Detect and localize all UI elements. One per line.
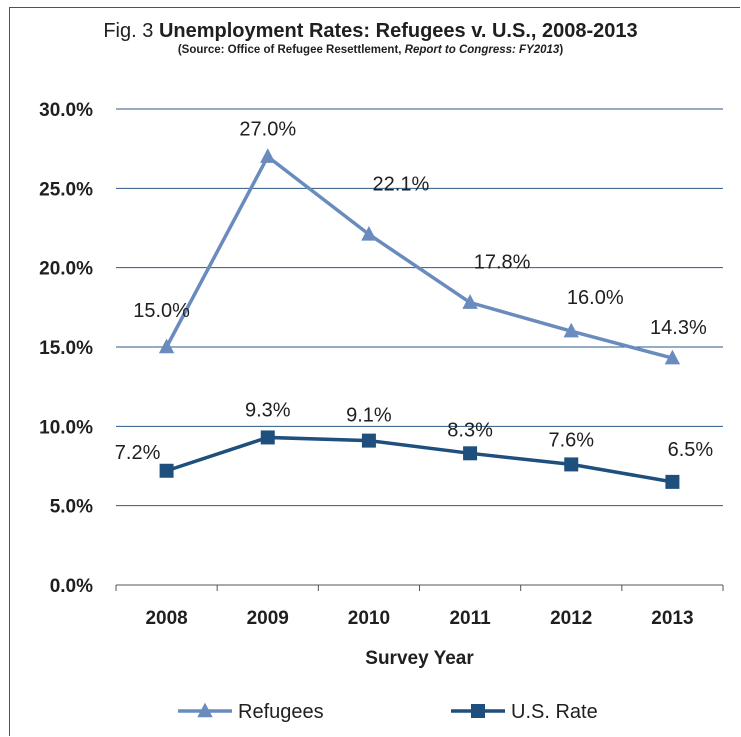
data-label: 15.0% xyxy=(133,300,190,322)
x-tick-label: 2009 xyxy=(247,608,289,629)
data-label: 27.0% xyxy=(239,119,296,141)
subtitle-prefix: (Source: Office of Refugee Resettlement, xyxy=(177,44,405,56)
data-point-marker xyxy=(361,433,376,448)
data-point-marker xyxy=(260,430,275,445)
x-tick-label: 2008 xyxy=(145,608,187,629)
y-tick-label: 25.0% xyxy=(39,179,93,200)
data-point-marker xyxy=(664,349,681,365)
data-point-marker xyxy=(260,148,276,163)
y-tick-label: 10.0% xyxy=(39,417,93,438)
series-line xyxy=(165,153,673,360)
legend-label: Refugees xyxy=(238,701,324,723)
y-tick-label: 5.0% xyxy=(50,497,93,518)
data-point-marker xyxy=(462,294,478,309)
data-label: 22.1% xyxy=(373,173,430,195)
data-label: 14.3% xyxy=(650,317,707,339)
data-label: 9.3% xyxy=(245,399,291,421)
x-tick-label: 2010 xyxy=(348,608,390,629)
data-label: 7.6% xyxy=(548,429,594,451)
data-label: 16.0% xyxy=(567,287,624,309)
data-label: 9.1% xyxy=(346,405,392,427)
data-label: 6.5% xyxy=(668,439,714,461)
data-point-marker xyxy=(159,463,174,478)
data-point-marker xyxy=(563,322,579,338)
x-tick-label: 2013 xyxy=(651,608,693,629)
y-tick-label: 30.0% xyxy=(39,100,93,121)
y-tick-label: 15.0% xyxy=(39,338,93,359)
legend-marker xyxy=(471,704,485,718)
subtitle-report-name: Report to Congress: FY2013 xyxy=(404,44,560,56)
chart-subtitle: (Source: Office of Refugee Resettlement,… xyxy=(0,44,741,56)
legend-label: U.S. Rate xyxy=(511,701,598,723)
data-label: 7.2% xyxy=(115,442,161,464)
data-point-marker xyxy=(463,446,478,461)
data-point-marker xyxy=(158,338,175,354)
data-point-marker xyxy=(361,225,377,241)
chart-title: Fig. 3 Unemployment Rates: Refugees v. U… xyxy=(0,20,741,43)
series-line xyxy=(166,435,673,484)
y-tick-label: 20.0% xyxy=(39,259,93,280)
x-tick-label: 2012 xyxy=(550,608,592,629)
x-tick-label: 2011 xyxy=(449,608,491,629)
subtitle-suffix: ) xyxy=(559,44,564,56)
data-label: 17.8% xyxy=(474,252,531,274)
legend-marker xyxy=(197,702,213,718)
figure-label: Fig. 3 xyxy=(103,20,154,42)
data-point-marker xyxy=(564,457,579,472)
x-axis-title: Survey Year xyxy=(365,648,474,669)
data-point-marker xyxy=(665,474,680,489)
chart-frame xyxy=(9,7,740,736)
y-tick-label: 0.0% xyxy=(50,576,93,597)
data-label: 8.3% xyxy=(447,419,493,441)
figure-title: Unemployment Rates: Refugees v. U.S., 20… xyxy=(158,20,638,42)
